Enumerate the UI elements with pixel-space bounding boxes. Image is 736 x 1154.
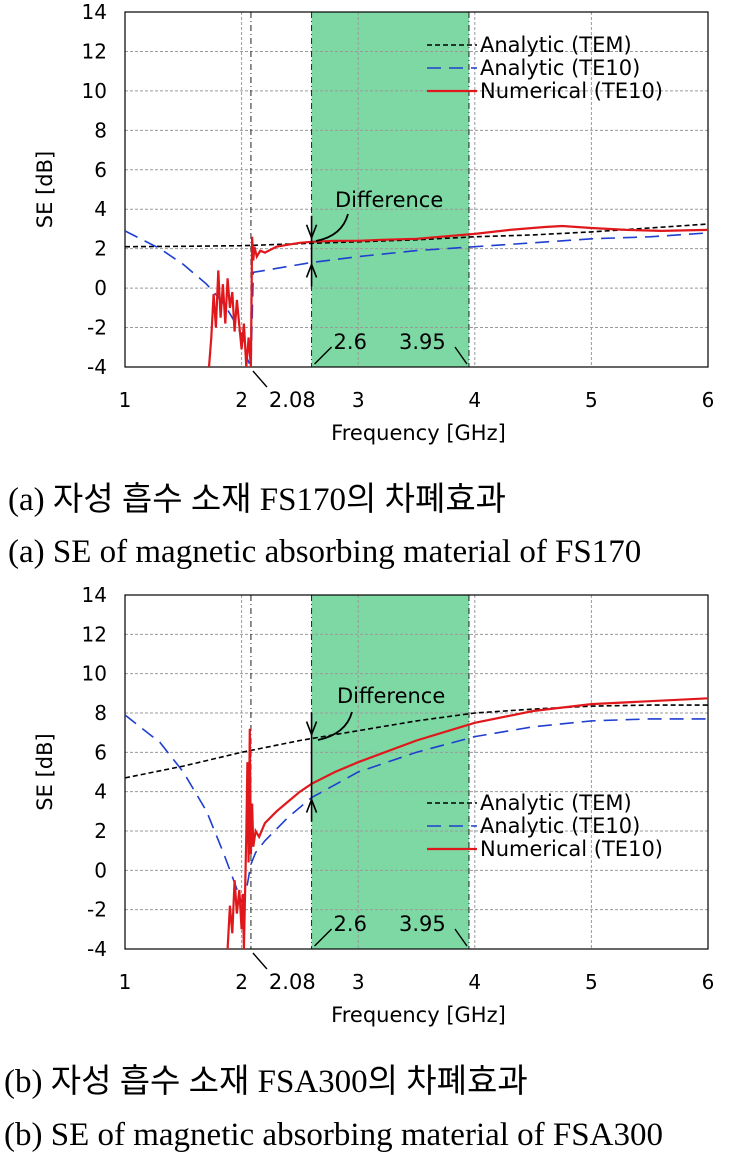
band-end-arrow [454, 346, 468, 365]
y-axis-label: SE [dB] [33, 733, 57, 810]
band-start-arrow [314, 346, 333, 365]
x-tick-label: 4 [468, 970, 481, 994]
caption-b-english: (b) SE of magnetic absorbing material of… [4, 1117, 663, 1153]
x-tick-label: 1 [119, 388, 132, 412]
y-tick-label: 12 [82, 39, 107, 63]
y-tick-label: 0 [94, 858, 107, 882]
legend-label-1: Analytic (TE10) [480, 56, 640, 80]
x-axis-label: Frequency [GHz] [331, 1003, 506, 1027]
x-tick-label: 6 [702, 388, 715, 412]
series-line-2 [226, 697, 708, 949]
caption-b-korean: (b) 자성 흡수 소재 FSA300의 차폐효과 [4, 1063, 528, 1100]
band-start-arrow [314, 928, 333, 947]
y-tick-label: 12 [82, 622, 107, 646]
y-tick-label: 4 [94, 780, 107, 804]
x-tick-label: 3 [352, 970, 365, 994]
caption-a-korean: (a) 자성 흡수 소재 FS170의 차폐효과 [8, 481, 506, 518]
x-tick-label: 2 [235, 970, 248, 994]
difference-arrow-head-bottom [305, 262, 318, 278]
y-tick-label: 0 [94, 276, 107, 300]
series-line-1 [125, 230, 708, 367]
x-tick-label: 3 [352, 388, 365, 412]
difference-arrow-head-bottom [305, 797, 318, 813]
y-tick-label: 4 [94, 197, 107, 221]
plot-frame [124, 594, 709, 950]
y-tick-label: 14 [82, 583, 107, 607]
series-line-0 [125, 704, 708, 779]
difference-label: Difference [335, 188, 443, 212]
legend-label-2: Numerical (TE10) [480, 79, 663, 103]
x-tick-label: 6 [702, 970, 715, 994]
y-tick-label: 10 [82, 662, 107, 686]
x-tick-label: 5 [585, 970, 598, 994]
x-tick-label: 5 [585, 388, 598, 412]
x-tick-label: 1 [119, 970, 132, 994]
band-start-label: 2.6 [334, 330, 367, 354]
series-line-1 [125, 714, 708, 905]
cutoff-arrow [252, 370, 268, 388]
y-tick-label: 10 [82, 79, 107, 103]
y-tick-label: -4 [87, 937, 107, 961]
y-tick-label: 8 [94, 118, 107, 142]
y-tick-label: 6 [94, 158, 107, 182]
band-end-arrow [454, 928, 468, 947]
series-line-2 [207, 224, 708, 367]
legend-label-2: Numerical (TE10) [480, 837, 663, 861]
y-tick-label: 8 [94, 701, 107, 725]
difference-pointer [315, 213, 349, 242]
cutoff-label: 2.08 [269, 970, 316, 994]
shaded-band [311, 595, 469, 949]
cutoff-label: 2.08 [269, 388, 316, 412]
x-tick-label: 4 [468, 388, 481, 412]
y-tick-label: -2 [87, 316, 107, 340]
difference-pointer [317, 711, 353, 741]
y-tick-label: 2 [94, 819, 107, 843]
caption-a-english: (a) SE of magnetic absorbing material of… [8, 534, 641, 570]
y-tick-label: 14 [82, 0, 107, 24]
y-axis-label: SE [dB] [33, 151, 57, 228]
band-start-label: 2.6 [334, 912, 367, 936]
cutoff-arrow [252, 952, 268, 970]
shaded-band [311, 12, 469, 367]
legend-label-0: Analytic (TEM) [480, 791, 632, 815]
band-end-label: 3.95 [399, 912, 446, 936]
band-end-label: 3.95 [399, 330, 446, 354]
legend-label-0: Analytic (TEM) [480, 33, 632, 57]
x-axis-label: Frequency [GHz] [331, 421, 506, 445]
difference-arrow-head-top [305, 224, 318, 240]
plot-frame [124, 11, 709, 368]
y-tick-label: 2 [94, 237, 107, 261]
x-tick-label: 2 [235, 388, 248, 412]
difference-arrow-head-top [305, 721, 318, 737]
legend-label-1: Analytic (TE10) [480, 814, 640, 838]
y-tick-label: -4 [87, 355, 107, 379]
y-tick-label: 6 [94, 740, 107, 764]
y-tick-label: -2 [87, 898, 107, 922]
difference-label: Difference [337, 684, 445, 708]
